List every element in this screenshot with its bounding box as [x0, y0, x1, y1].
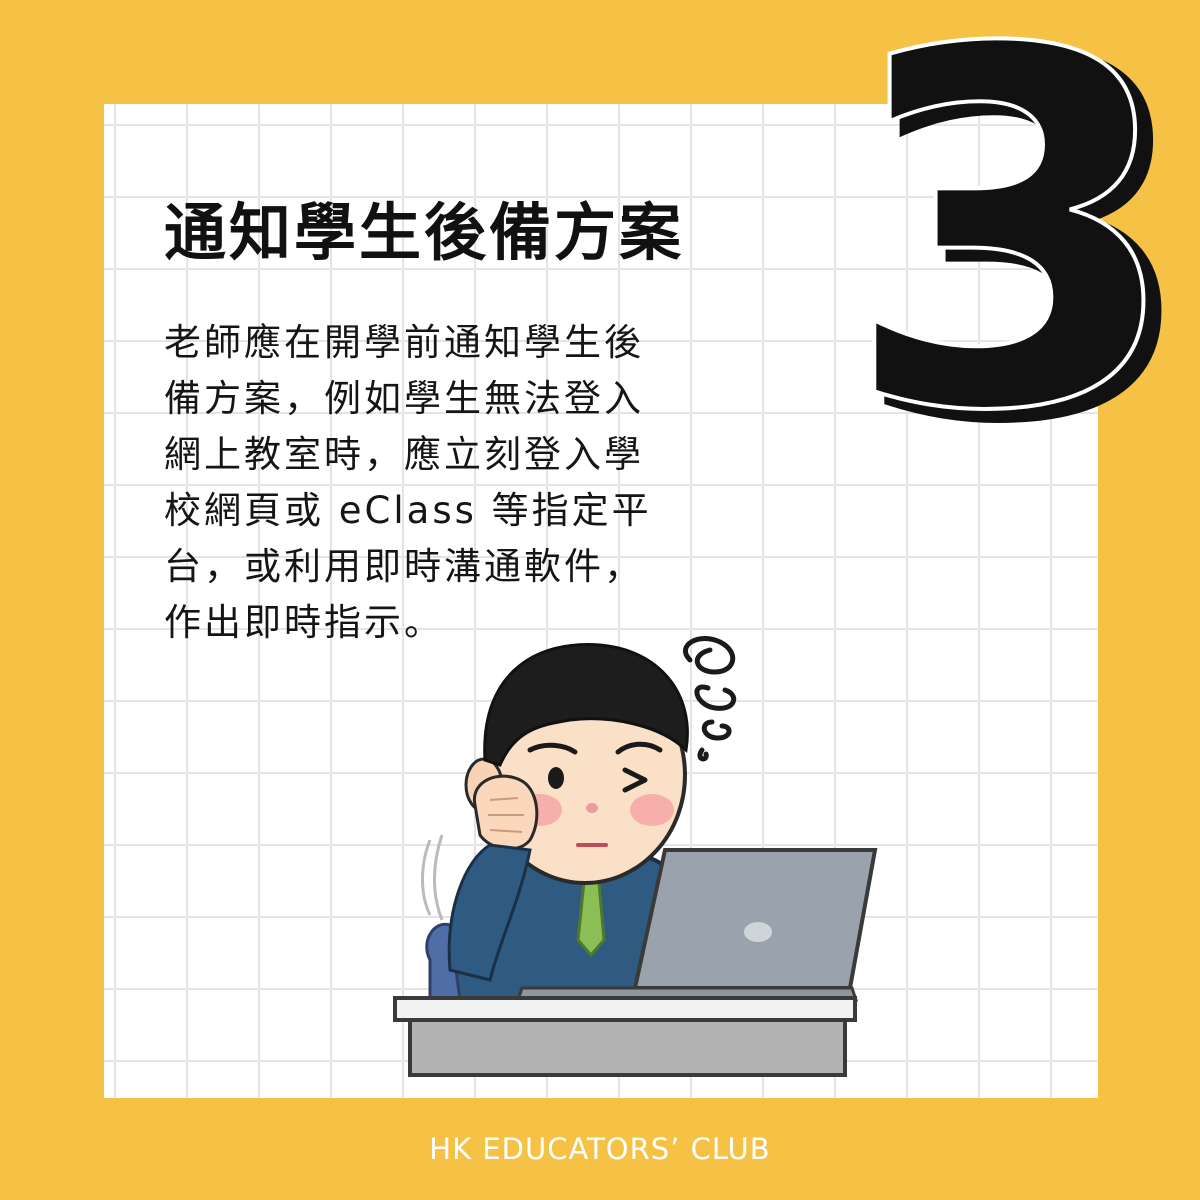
hair	[483, 642, 689, 767]
body-line: 作出即時指示。	[164, 601, 444, 644]
body-text: 老師應在開學前通知學生後 備方案，例如學生無法登入 網上教室時，應立刻登入學 校…	[164, 315, 744, 651]
body-line: 台，或利用即時溝通軟件，	[164, 545, 644, 588]
laptop-logo	[744, 922, 772, 942]
body-line: 校網頁或 eClass 等指定平	[164, 489, 652, 532]
desk-top	[393, 996, 857, 1022]
body-line: 備方案，例如學生無法登入	[164, 377, 644, 420]
slide-number-shadow: 3	[856, 0, 1197, 440]
arm	[447, 843, 532, 982]
confused-squiggle-icon	[682, 636, 737, 762]
number-three-graphic: 3 3	[840, 0, 1200, 440]
squint-eye	[622, 767, 648, 793]
desk-front	[408, 1018, 847, 1077]
hand	[473, 774, 539, 851]
slide-number: 3	[842, 0, 1183, 440]
body-line: 網上教室時，應立刻登入學	[164, 433, 644, 476]
laptop-screen	[632, 848, 878, 990]
confused-man-at-laptop-illustration	[393, 636, 878, 1077]
body-line: 老師應在開學前通知學生後	[164, 321, 644, 364]
footer-brand: HK EDUCATORS’ CLUB	[429, 1132, 771, 1166]
page-title: 通知學生後備方案	[164, 196, 685, 269]
content-card	[104, 104, 1098, 1098]
eye	[548, 767, 564, 789]
